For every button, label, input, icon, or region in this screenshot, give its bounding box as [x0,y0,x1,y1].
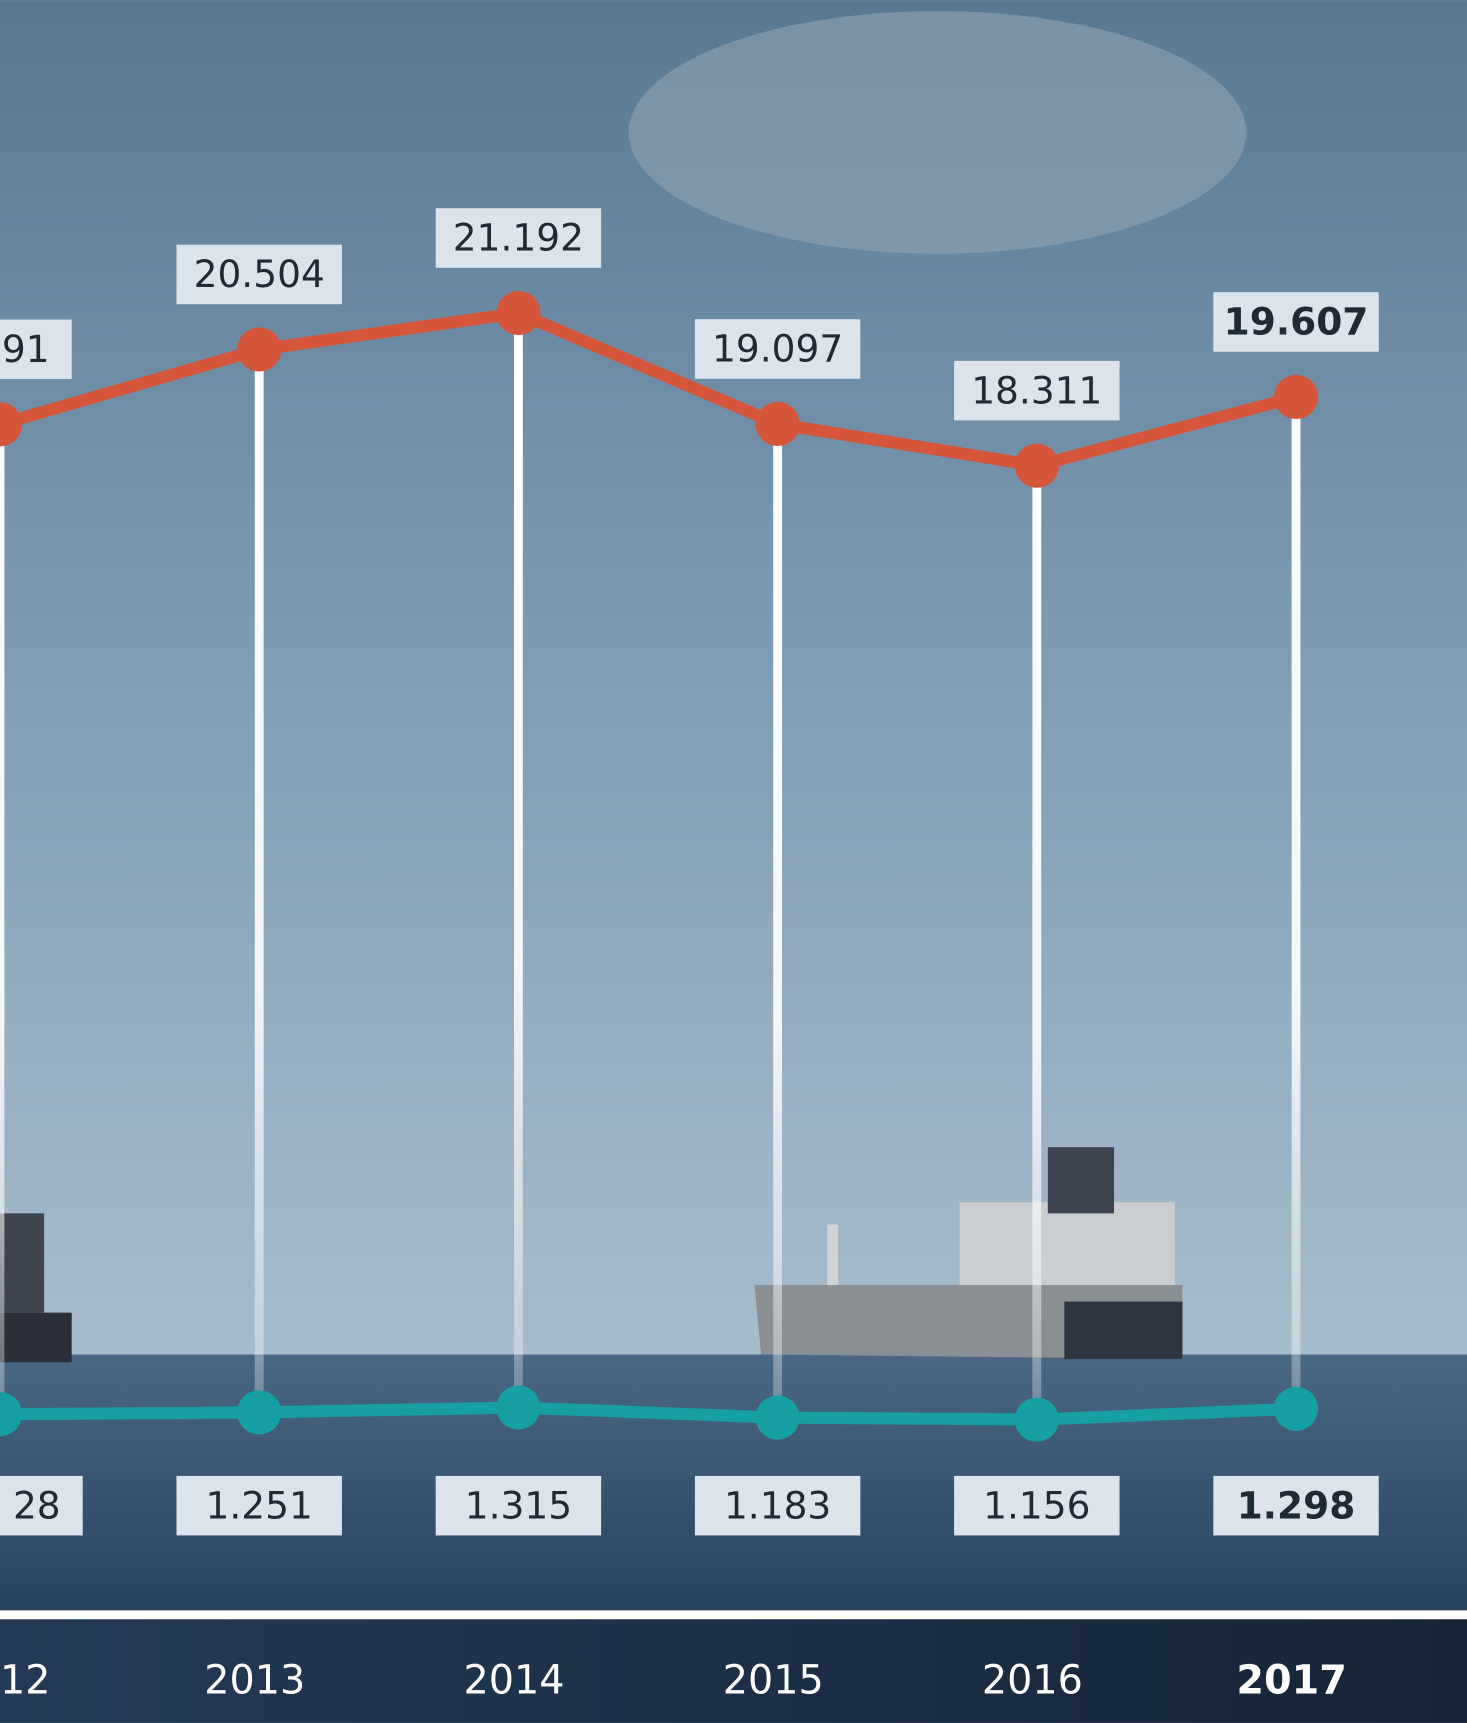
value-label: 20.504 [194,252,325,296]
point [237,1390,282,1435]
stem [1032,465,1042,1420]
point [1273,1386,1319,1431]
value-label: 18.311 [971,368,1102,412]
point [0,402,23,447]
x-tick-label: 2014 [463,1658,564,1704]
x-tick-label: 2016 [982,1658,1083,1704]
value-label: 1.156 [983,1483,1090,1527]
point [0,1392,23,1437]
label-box [435,1475,602,1536]
divider [0,1610,1467,1620]
label-box [1213,292,1379,352]
x-tick-label: 2013 [204,1658,305,1704]
label-box [0,1475,83,1536]
stem [773,423,783,1418]
stem [1291,396,1301,1409]
point [1273,374,1319,420]
label-box [1213,1475,1379,1536]
point [237,327,282,372]
value-label: 21.192 [453,216,584,260]
label-box [694,1475,861,1536]
value-label: 1.298 [1237,1483,1356,1527]
series-line [0,306,1298,472]
stem [254,349,264,1413]
series-line [0,1401,1297,1426]
value-label: 1.183 [724,1483,831,1527]
ship [0,1213,72,1363]
point [1014,1397,1059,1442]
value-label: 1.251 [206,1483,313,1527]
value-label: 091 [0,327,50,371]
x-tick-label: 2017 [1236,1658,1346,1704]
label-box [694,319,861,379]
value-label: 19.607 [1224,300,1369,344]
ship [754,1147,1183,1359]
label-box [435,208,602,268]
value-label: 1.315 [465,1483,572,1527]
stem [514,313,523,1408]
value-label: 28 [13,1483,61,1527]
label-box [176,244,342,305]
x-tick-label: 2015 [723,1658,824,1704]
label-box [176,1475,342,1536]
label-box [954,1475,1120,1536]
point [496,1385,541,1430]
label-box [0,319,72,380]
stem [0,424,5,1415]
year-band [0,1619,1467,1723]
point [1014,443,1059,488]
sky [0,0,1467,1357]
point [755,401,800,447]
point [496,290,541,336]
value-label: 19.097 [712,327,843,371]
x-tick-label: 12 [0,1658,51,1704]
point [755,1395,800,1440]
cloud [628,11,1247,254]
label-box [954,360,1120,421]
